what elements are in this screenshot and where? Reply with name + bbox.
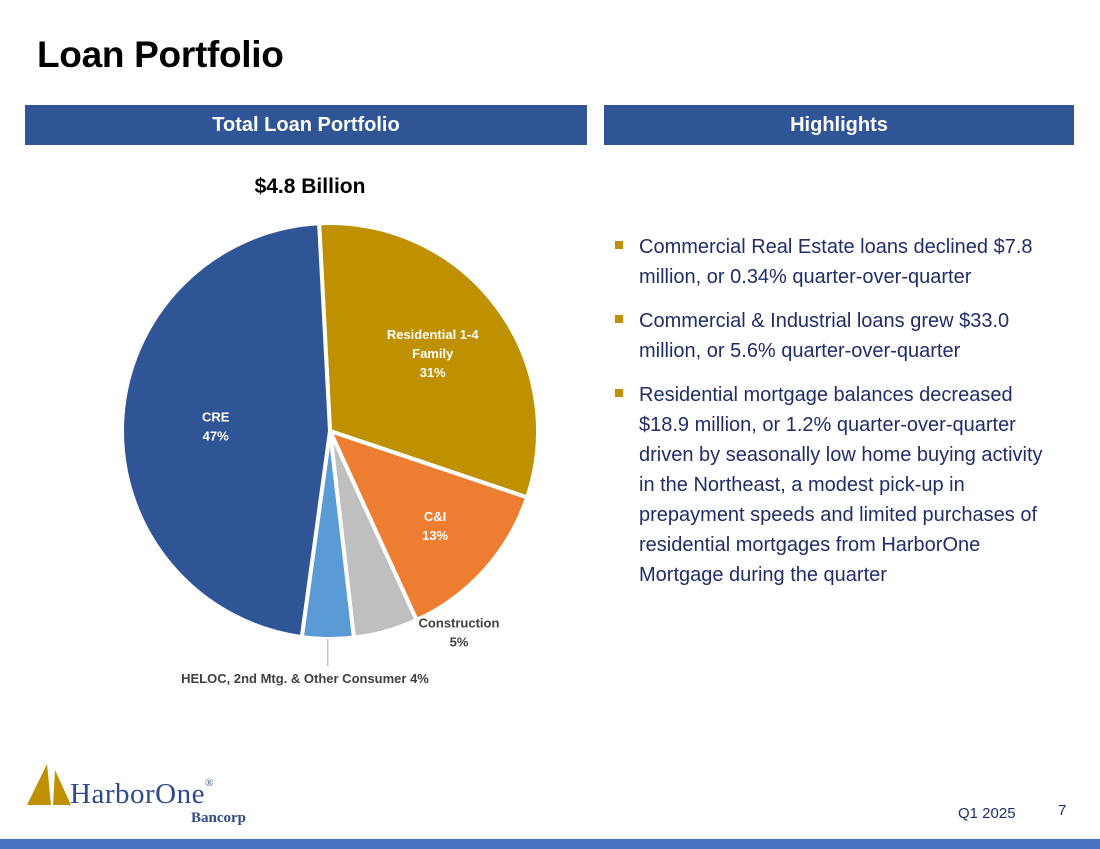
highlight-text: Residential mortgage balances decreased … (639, 384, 1043, 586)
page-number: 7 (1058, 802, 1067, 819)
chart-title: $4.8 Billion (254, 175, 366, 198)
highlight-text: Commercial & Industrial loans grew $33.0… (639, 310, 1010, 362)
pie-slice-label-line: 13% (422, 528, 448, 543)
pie-slice (328, 429, 530, 623)
pie-slice (120, 221, 332, 640)
pie-slice-label: C&I 13% (422, 509, 448, 543)
sail-icon (27, 764, 71, 805)
pie-slice-label-line: 5% (450, 635, 469, 650)
total-loan-portfolio-header: Total Loan Portfolio (25, 105, 587, 145)
highlights-list: Commercial Real Estate loans declined $7… (612, 232, 1062, 604)
highlight-item: Residential mortgage balances decreased … (612, 380, 1062, 590)
footer-date: Q1 2025 (958, 805, 1016, 822)
pie-slice-label-line: Family (412, 346, 454, 361)
square-bullet-icon (615, 241, 623, 249)
logo-subtitle: Bancorp (191, 810, 247, 826)
pie-slice-label-line: CRE (202, 410, 230, 425)
pie-slice-label-line: C&I (424, 509, 446, 524)
pie-slice-label: HELOC, 2nd Mtg. & Other Consumer 4% (181, 671, 429, 686)
pie-slice-label: Construction 5% (419, 616, 500, 650)
bottom-bar (0, 839, 1100, 849)
loan-portfolio-pie-chart: Residential 1-4 Family 31% C&I 13% Constructi… (120, 221, 540, 686)
harborone-logo: HarborOne® Bancorp (25, 760, 285, 830)
square-bullet-icon (615, 389, 623, 397)
pie-slice-label: CRE 47% (202, 410, 230, 444)
pie-slice-label: Residential 1-4 Family 31% (387, 327, 480, 380)
highlight-text: Commercial Real Estate loans declined $7… (639, 236, 1033, 288)
pie-slice-label-line: 47% (203, 429, 229, 444)
highlight-item: Commercial Real Estate loans declined $7… (612, 232, 1062, 292)
highlights-header: Highlights (604, 105, 1074, 145)
logo-wordmark: HarborOne® (70, 777, 214, 810)
pie-slice-label-line: Construction (419, 616, 500, 631)
pie-slice-label-line: 31% (420, 365, 446, 380)
square-bullet-icon (615, 315, 623, 323)
pie-slice-label-line: Residential 1-4 (387, 327, 480, 342)
pie-slice-label-line: HELOC, 2nd Mtg. & Other Consumer 4% (181, 671, 429, 686)
highlight-item: Commercial & Industrial loans grew $33.0… (612, 306, 1062, 366)
pie-slice (317, 221, 540, 500)
page-title: Loan Portfolio (37, 34, 284, 75)
